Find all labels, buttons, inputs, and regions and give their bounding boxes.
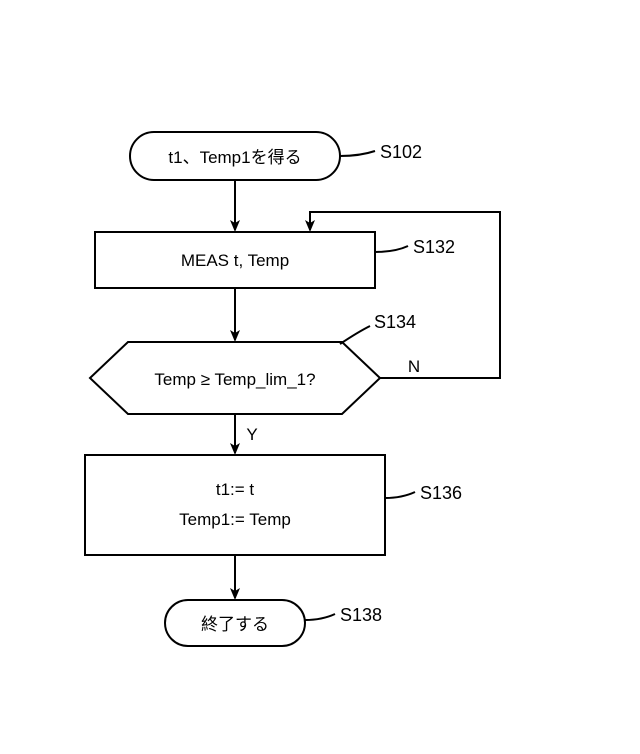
flowchart-canvas: t1、Temp1を得る S102 MEAS t, Temp S132 Temp … [0, 0, 640, 754]
label-s102: S102 [380, 142, 422, 162]
node-s132: MEAS t, Temp [95, 232, 375, 288]
node-s134-text: Temp ≥ Temp_lim_1? [154, 370, 315, 389]
node-s138: 終了する [165, 600, 305, 646]
branch-n: N [408, 357, 420, 376]
edge-s134-loop [310, 212, 500, 378]
node-s136-line2: Temp1:= Temp [179, 510, 291, 529]
node-s138-text: 終了する [201, 615, 269, 634]
node-s136-line1: t1:= t [216, 480, 255, 499]
connector-s138-label [305, 614, 335, 620]
connector-s102-label [340, 151, 375, 156]
connector-s134-label [340, 326, 370, 344]
connector-s132-label [375, 246, 408, 252]
node-s132-text: MEAS t, Temp [181, 251, 289, 270]
connector-s136-label [385, 492, 415, 498]
label-s136: S136 [420, 483, 462, 503]
node-s136: t1:= t Temp1:= Temp [85, 455, 385, 555]
label-s134: S134 [374, 312, 416, 332]
node-s134: Temp ≥ Temp_lim_1? [90, 342, 380, 414]
label-s132: S132 [413, 237, 455, 257]
node-s102-text: t1、Temp1を得る [168, 148, 301, 167]
label-s138: S138 [340, 605, 382, 625]
node-s102: t1、Temp1を得る [130, 132, 340, 180]
branch-y: Y [246, 425, 257, 444]
